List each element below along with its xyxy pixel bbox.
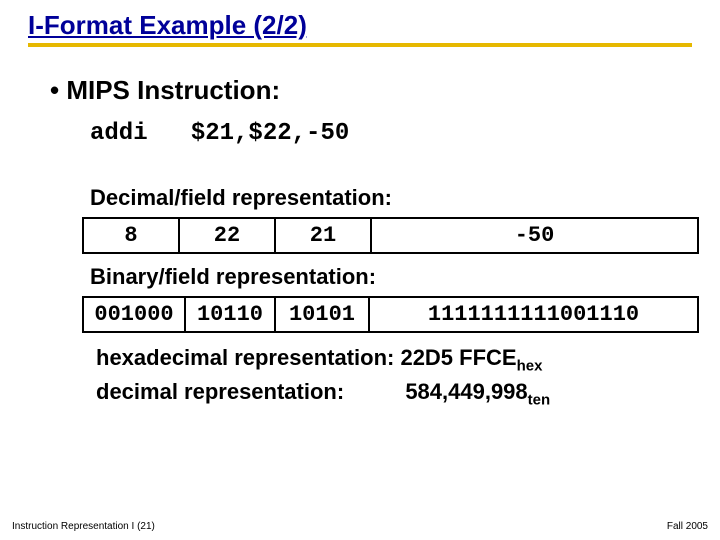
decimal-repr-line: decimal representation: 584,449,998ten (96, 377, 670, 411)
table-row: 001000 10110 10101 1111111111001110 (83, 297, 698, 332)
bullet-heading: • MIPS Instruction: (50, 75, 670, 106)
binary-field-table: 001000 10110 10101 1111111111001110 (82, 296, 699, 333)
binary-field-imm: 1111111111001110 (369, 297, 698, 332)
table-row: 8 22 21 -50 (83, 218, 698, 253)
decimal-field-imm: -50 (371, 218, 698, 253)
decimal-repr-label: Decimal/field representation: (90, 185, 670, 211)
decimal-field-rt: 21 (275, 218, 371, 253)
decimal-field-table: 8 22 21 -50 (82, 217, 699, 254)
binary-repr-label: Binary/field representation: (90, 264, 670, 290)
footer-left-text: Instruction Representation I (21) (12, 521, 155, 532)
decimal-field-rs: 22 (179, 218, 275, 253)
decimal-field-opcode: 8 (83, 218, 179, 253)
mips-instruction-code: addi $21,$22,-50 (90, 120, 670, 147)
binary-field-opcode: 001000 (83, 297, 185, 332)
footer-right-text: Fall 2005 (667, 521, 708, 532)
binary-field-rt: 10101 (275, 297, 369, 332)
hex-repr-line: hexadecimal representation: 22D5 FFCEhex (96, 343, 670, 377)
page-title: I-Format Example (2/2) (28, 10, 692, 47)
slide-content: • MIPS Instruction: addi $21,$22,-50 Dec… (0, 47, 720, 410)
representation-block: hexadecimal representation: 22D5 FFCEhex… (96, 343, 670, 410)
binary-field-rs: 10110 (185, 297, 275, 332)
